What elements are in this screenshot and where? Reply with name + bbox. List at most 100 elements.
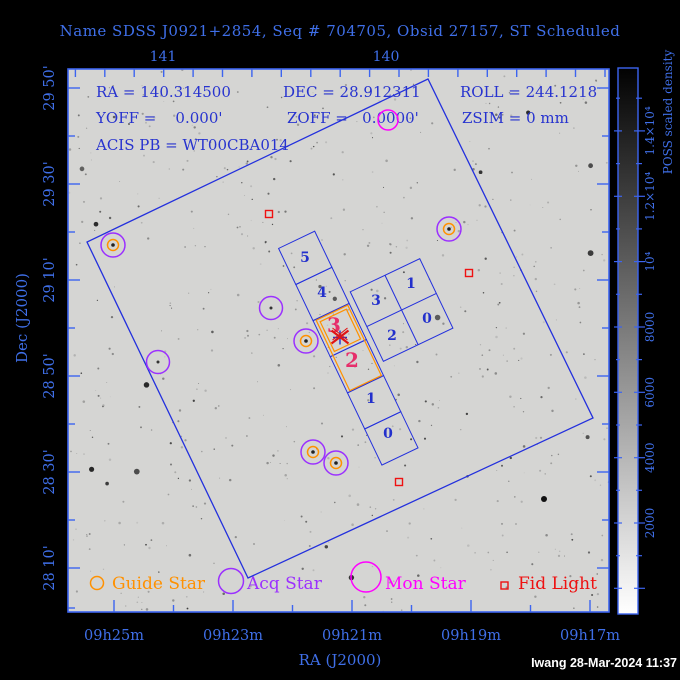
fid-light-marker[interactable] xyxy=(264,209,274,219)
sky-star xyxy=(79,166,85,172)
sky-speck xyxy=(202,307,205,310)
sky-speck xyxy=(94,229,96,231)
sky-speck xyxy=(191,124,193,126)
fid-light-marker[interactable] xyxy=(464,268,474,278)
aimpoint-x2-icon xyxy=(332,327,348,341)
y-tick-label: 28 10' xyxy=(42,545,58,591)
sky-speck xyxy=(327,457,330,460)
sky-speck xyxy=(136,601,139,604)
sky-star xyxy=(133,468,140,475)
sky-speck xyxy=(250,185,253,188)
sky-speck xyxy=(250,219,252,222)
sky-speck xyxy=(328,541,330,543)
sky-speck xyxy=(547,386,550,390)
chip-label-i3: 3 xyxy=(371,293,381,309)
sky-speck xyxy=(308,544,311,548)
sky-speck xyxy=(509,395,512,398)
guide-star-marker[interactable] xyxy=(299,334,313,348)
sky-speck xyxy=(152,116,156,119)
sky-speck xyxy=(84,173,87,176)
acis-s0-chip[interactable] xyxy=(364,411,419,466)
subarray-outline[interactable] xyxy=(319,308,362,353)
sky-speck xyxy=(522,445,526,448)
sky-speck xyxy=(169,302,172,304)
sky-speck xyxy=(152,161,155,164)
sky-speck xyxy=(140,426,142,429)
acq-star-marker[interactable] xyxy=(145,349,171,375)
acis-chip-overlay[interactable] xyxy=(277,195,493,466)
sky-speck xyxy=(501,464,503,467)
sky-speck xyxy=(226,168,229,171)
sky-speck xyxy=(376,289,379,293)
sky-speck xyxy=(161,330,163,332)
sky-speck xyxy=(246,435,248,437)
sky-speck xyxy=(534,277,537,281)
sky-image[interactable] xyxy=(68,69,609,612)
sky-speck xyxy=(535,261,537,263)
acq-star-marker[interactable] xyxy=(258,295,284,321)
sky-speck xyxy=(280,96,283,99)
sky-speck xyxy=(431,122,434,125)
sky-speck xyxy=(312,92,314,94)
sky-speck xyxy=(309,530,312,533)
sky-speck xyxy=(282,347,284,350)
sky-speck xyxy=(172,599,175,602)
selected-chips-outline[interactable] xyxy=(315,304,383,392)
star-dot xyxy=(334,461,338,465)
acq-star-ring[interactable] xyxy=(436,216,462,242)
sky-speck xyxy=(523,472,525,474)
sky-speck xyxy=(265,139,267,141)
sky-speck xyxy=(81,220,84,224)
sky-speck xyxy=(439,400,440,401)
sky-speck xyxy=(277,450,279,452)
sky-speck xyxy=(535,436,538,440)
sky-speck xyxy=(131,583,133,585)
sky-speck xyxy=(266,329,268,331)
sky-speck xyxy=(328,290,331,293)
sky-speck xyxy=(538,551,540,553)
sky-star xyxy=(587,250,594,256)
acis-i-divider-h xyxy=(366,292,437,328)
sky-speck xyxy=(177,477,180,480)
sky-speck xyxy=(474,163,477,166)
sky-speck xyxy=(518,359,520,361)
chip-label-s0: 0 xyxy=(383,426,393,442)
sky-speck xyxy=(415,344,417,346)
sky-speck xyxy=(595,79,597,82)
y-tick-label: 29 30' xyxy=(42,161,58,207)
status-acis-pb: ACIS PB = WT00CBA014 xyxy=(95,136,289,154)
aimpoint-marker[interactable] xyxy=(330,327,350,345)
acq-star-ring[interactable] xyxy=(293,328,319,354)
sky-speck xyxy=(289,160,292,163)
sky-speck xyxy=(335,356,337,359)
sky-speck xyxy=(477,268,481,272)
sky-speck xyxy=(492,198,494,201)
guide-star-marker[interactable] xyxy=(306,445,320,459)
star-dot xyxy=(111,243,115,247)
guide-star-marker[interactable] xyxy=(442,222,456,236)
sky-speck xyxy=(551,409,554,413)
sky-speck xyxy=(575,581,579,584)
sky-speck xyxy=(315,279,318,281)
sky-speck xyxy=(582,432,584,434)
guide-star-marker[interactable] xyxy=(106,238,120,252)
fov-outline[interactable] xyxy=(86,78,594,579)
fid-light-marker[interactable] xyxy=(394,477,404,487)
guide-star-marker[interactable] xyxy=(329,456,343,470)
colorbar-gradient xyxy=(617,67,639,615)
sky-speck xyxy=(184,246,186,248)
acq-star-ring[interactable] xyxy=(100,232,126,258)
acq-star-ring[interactable] xyxy=(323,450,349,476)
acq-star-ring[interactable] xyxy=(300,439,326,465)
sky-speck xyxy=(192,505,194,507)
sky-speck xyxy=(370,132,373,135)
sky-speck xyxy=(108,458,112,461)
sky-speck xyxy=(77,114,80,117)
sky-speck xyxy=(557,554,561,558)
mon-star-marker[interactable] xyxy=(377,109,399,131)
sky-speck xyxy=(332,313,334,315)
colorbar-tick-label: 2000 xyxy=(643,508,657,539)
sky-speck xyxy=(555,319,557,321)
sky-speck xyxy=(249,584,252,588)
